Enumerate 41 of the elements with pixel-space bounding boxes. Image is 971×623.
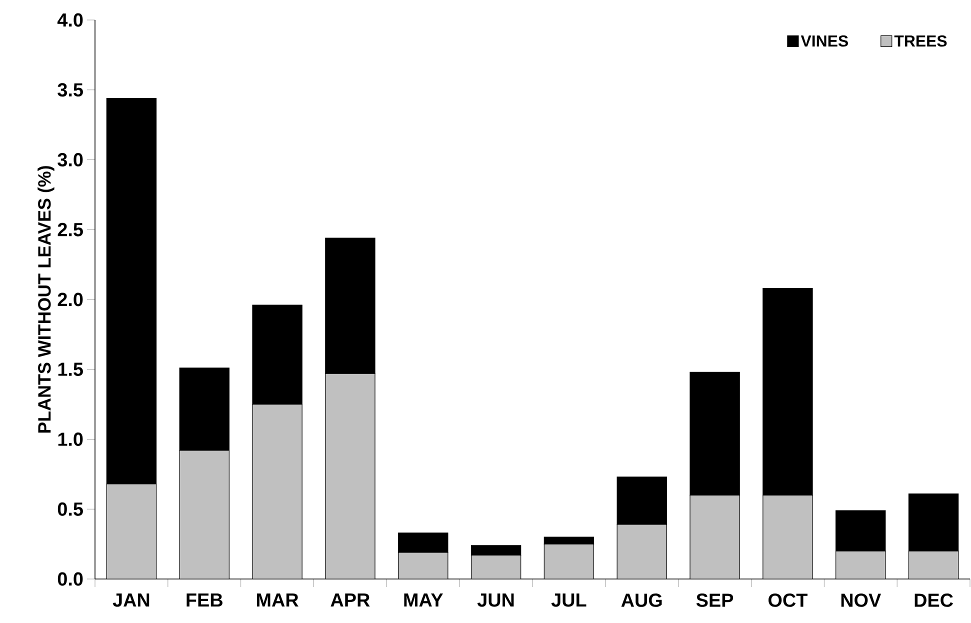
- y-tick-label: 2.0: [58, 292, 83, 306]
- x-tick-label: AUG: [621, 594, 662, 607]
- bar: [544, 544, 594, 579]
- x-tick-label: MAR: [257, 594, 298, 607]
- x-tick-label: MAY: [404, 594, 443, 607]
- x-tick-label: DEC: [914, 594, 953, 607]
- bar: [398, 532, 448, 553]
- bar: [470, 545, 522, 556]
- bar: [398, 552, 448, 579]
- bar: [836, 510, 886, 552]
- bar: [544, 536, 594, 544]
- legend-label: TREES: [894, 35, 947, 47]
- bar: [762, 494, 813, 579]
- bar: [908, 550, 959, 579]
- bar: [690, 494, 740, 579]
- y-tick-label: 0.0: [58, 572, 83, 586]
- x-tick-label: FEB: [186, 594, 222, 607]
- bar: [106, 484, 157, 579]
- y-tick-label: 3.0: [58, 153, 83, 166]
- x-tick-label: APR: [330, 594, 370, 607]
- x-tick-label: JUN: [477, 594, 514, 607]
- bar: [836, 550, 886, 579]
- y-tick-label: 2.5: [58, 222, 83, 236]
- x-tick-label: NOV: [841, 594, 881, 607]
- bar: [325, 373, 376, 579]
- y-tick-label: 1.5: [58, 362, 83, 376]
- y-tick-label: 1.0: [58, 432, 83, 446]
- y-axis-title: PLANTS WITHOUT LEAVES (%): [38, 166, 54, 433]
- bar: [179, 450, 230, 579]
- bar: [616, 524, 667, 579]
- x-tick-label: OCT: [768, 594, 808, 607]
- x-tick-label: JAN: [112, 594, 150, 607]
- y-tick-label: 0.5: [58, 502, 83, 516]
- bar: [470, 554, 522, 579]
- bar: [252, 404, 302, 579]
- bar: [616, 476, 667, 525]
- y-tick-label: 3.5: [58, 83, 83, 97]
- y-tick-label: 4.0: [57, 13, 83, 27]
- x-tick-label: JUL: [551, 594, 586, 607]
- x-tick-label: SEP: [696, 594, 734, 607]
- legend-label: VINES: [800, 35, 848, 47]
